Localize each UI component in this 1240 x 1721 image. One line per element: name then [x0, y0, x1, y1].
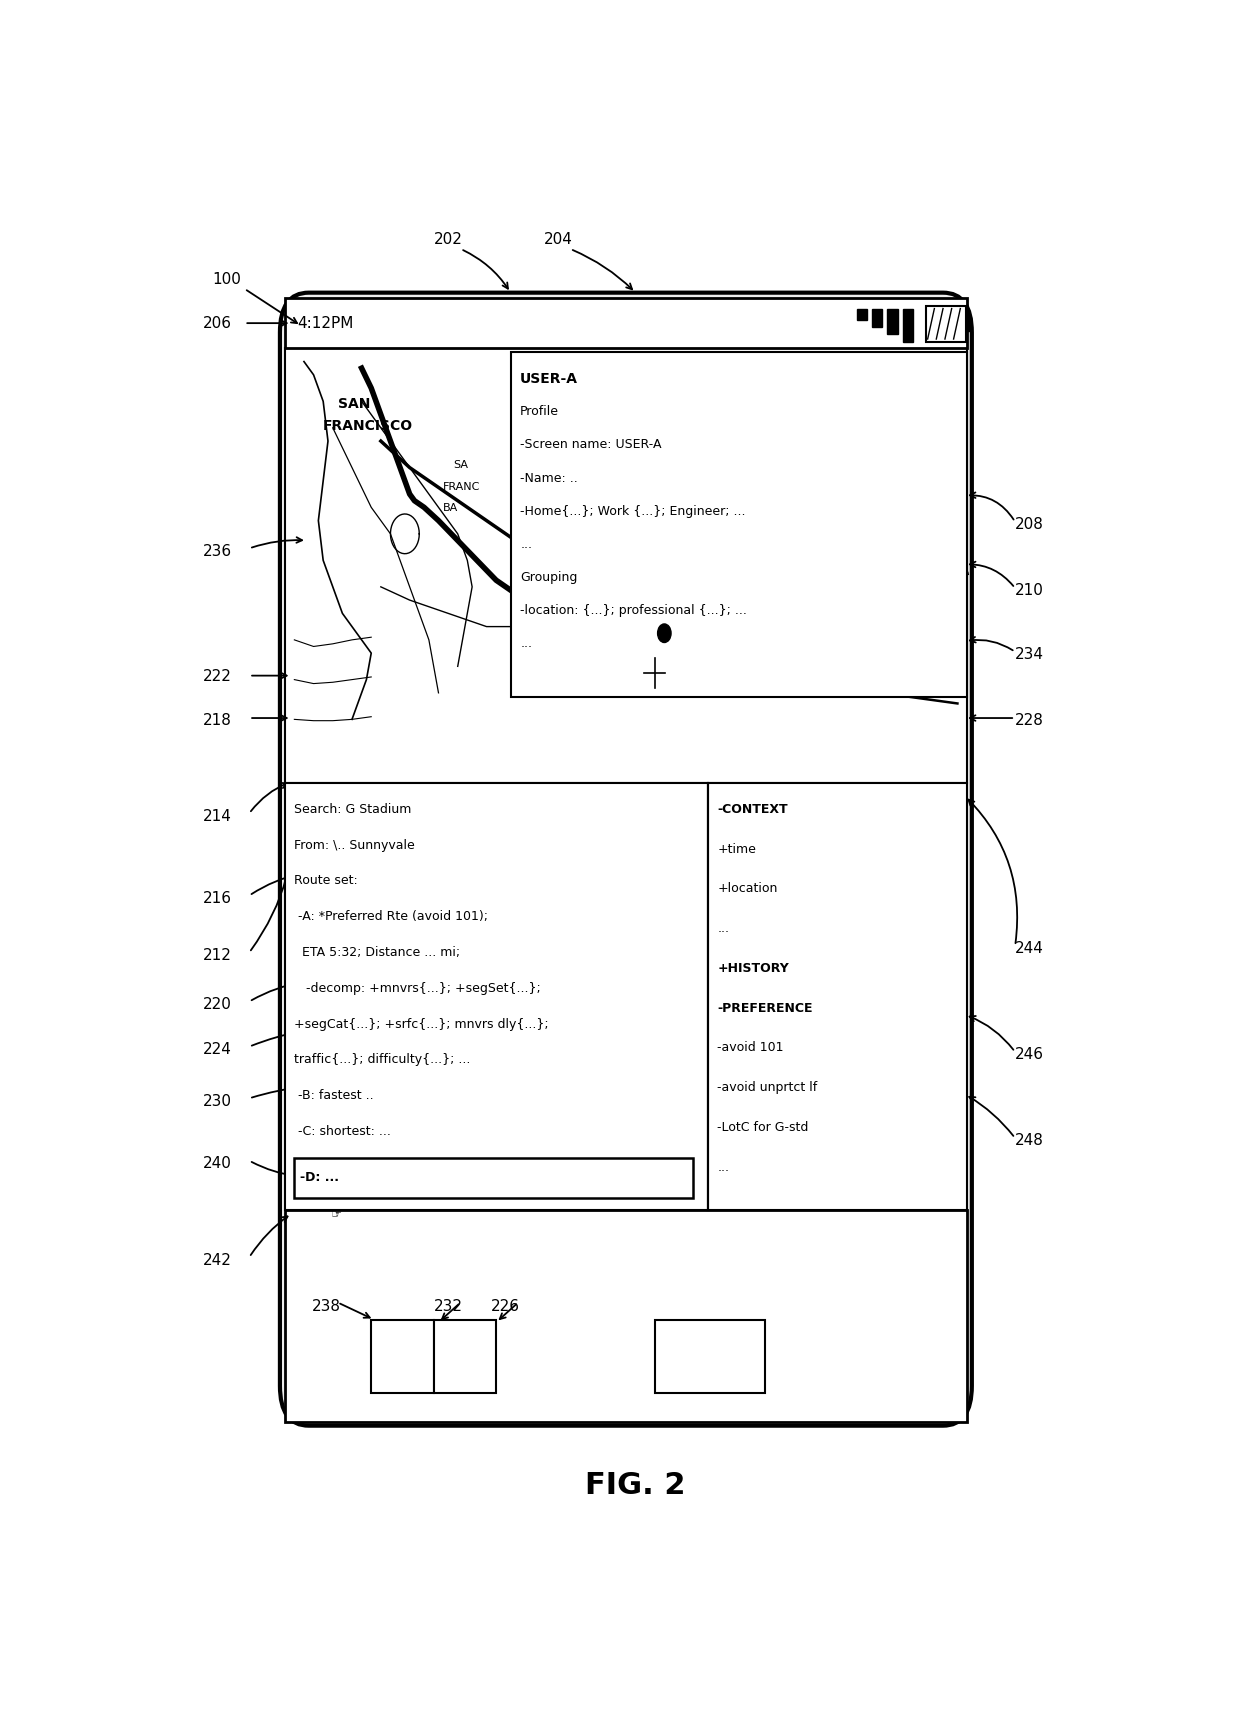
Text: 244: 244 [1016, 941, 1044, 957]
Text: -LotC for G-std: -LotC for G-std [717, 1120, 808, 1134]
Text: +time: +time [717, 843, 756, 855]
Text: 214: 214 [203, 809, 232, 824]
Text: 226: 226 [491, 1299, 521, 1313]
Bar [285, 298, 967, 348]
Text: 242: 242 [203, 1253, 232, 1268]
Text: -PREFERENCE: -PREFERENCE [717, 1002, 812, 1015]
Text: D: D [606, 616, 618, 630]
Text: USER-A: USER-A [521, 372, 578, 386]
Text: 208: 208 [1016, 516, 1044, 532]
Bar [511, 353, 967, 697]
Text: 232: 232 [434, 1299, 463, 1313]
Text: 246: 246 [1016, 1046, 1044, 1062]
Bar [285, 783, 708, 1210]
Text: SAN: SAN [337, 398, 370, 411]
Text: -B: fastest ..: -B: fastest .. [294, 1089, 374, 1101]
Text: -Name: ..: -Name: .. [521, 472, 578, 485]
Text: ☞: ☞ [331, 1208, 342, 1222]
Text: 228: 228 [1016, 712, 1044, 728]
Bar [371, 1320, 434, 1392]
Text: Profile: Profile [521, 406, 559, 418]
Text: FRANC: FRANC [444, 482, 481, 492]
Text: 206: 206 [203, 315, 232, 330]
Text: 240: 240 [203, 1157, 232, 1170]
Bar [285, 1210, 967, 1422]
Text: -CONTEXT: -CONTEXT [717, 804, 787, 816]
Text: 216: 216 [203, 891, 232, 905]
Text: FRANCISCO: FRANCISCO [324, 420, 413, 434]
Text: 202: 202 [434, 232, 463, 248]
Text: -decomp: +mnvrs{...}; +segSet{...};: -decomp: +mnvrs{...}; +segSet{...}; [294, 981, 541, 995]
Text: traffic{...}; difficulty{...}; ...: traffic{...}; difficulty{...}; ... [294, 1053, 471, 1067]
Text: -Screen name: USER-A: -Screen name: USER-A [521, 439, 662, 451]
Text: -A: *Preferred Rte (avoid 101);: -A: *Preferred Rte (avoid 101); [294, 910, 489, 922]
Text: ...: ... [521, 537, 532, 551]
Text: Route set:: Route set: [294, 874, 358, 888]
Text: 248: 248 [1016, 1132, 1044, 1148]
Text: ETA 5:32; Distance ... mi;: ETA 5:32; Distance ... mi; [294, 947, 460, 959]
Bar [285, 348, 967, 783]
Text: 224: 224 [203, 1041, 232, 1057]
Text: 204: 204 [544, 232, 573, 248]
Text: 234: 234 [1016, 647, 1044, 663]
Bar [888, 308, 898, 334]
Text: -avoid 101: -avoid 101 [717, 1041, 784, 1055]
Text: 212: 212 [203, 948, 232, 962]
Bar [966, 317, 971, 330]
Bar [857, 308, 867, 320]
Text: SUNNYVALE: SUNNYVALE [670, 616, 763, 630]
Text: 222: 222 [203, 669, 232, 685]
Text: 238: 238 [311, 1299, 341, 1313]
FancyBboxPatch shape [280, 293, 972, 1425]
Text: +segCat{...}; +srfc{...}; mnvrs dly{...};: +segCat{...}; +srfc{...}; mnvrs dly{...}… [294, 1017, 549, 1031]
Text: 220: 220 [203, 996, 232, 1012]
Text: FIG. 2: FIG. 2 [585, 1471, 686, 1499]
Text: -C: shortest: ...: -C: shortest: ... [294, 1126, 392, 1138]
Bar [708, 783, 967, 1210]
Text: 236: 236 [203, 544, 232, 559]
Bar [926, 306, 966, 342]
Text: -location: {...}; professional {...}; ...: -location: {...}; professional {...}; ..… [521, 604, 746, 618]
Text: +location: +location [717, 883, 777, 895]
Circle shape [657, 625, 671, 642]
Text: 100: 100 [212, 272, 242, 287]
Bar [872, 308, 883, 327]
Text: 4:12PM: 4:12PM [298, 315, 353, 330]
Text: SA: SA [453, 460, 467, 470]
Bar [434, 1320, 496, 1392]
Text: -D: ...: -D: ... [300, 1172, 339, 1184]
Text: From: \.. Sunnyvale: From: \.. Sunnyvale [294, 838, 415, 852]
Circle shape [640, 652, 670, 694]
Text: 230: 230 [203, 1093, 232, 1108]
Text: Grouping: Grouping [521, 571, 578, 583]
Text: -avoid unprtct lf: -avoid unprtct lf [717, 1081, 817, 1095]
Text: BA: BA [444, 503, 459, 513]
Text: +HISTORY: +HISTORY [717, 962, 789, 974]
Text: ...: ... [521, 637, 532, 651]
Text: 218: 218 [203, 712, 232, 728]
Text: ...: ... [717, 922, 729, 935]
Text: -Home{...}; Work {...}; Engineer; ...: -Home{...}; Work {...}; Engineer; ... [521, 504, 745, 518]
Text: Search: G Stadium: Search: G Stadium [294, 804, 412, 816]
Text: ...: ... [717, 1160, 729, 1174]
Bar [903, 308, 913, 342]
Circle shape [647, 609, 682, 657]
Bar [294, 1158, 693, 1198]
Text: 210: 210 [1016, 583, 1044, 599]
Bar [655, 1320, 765, 1392]
